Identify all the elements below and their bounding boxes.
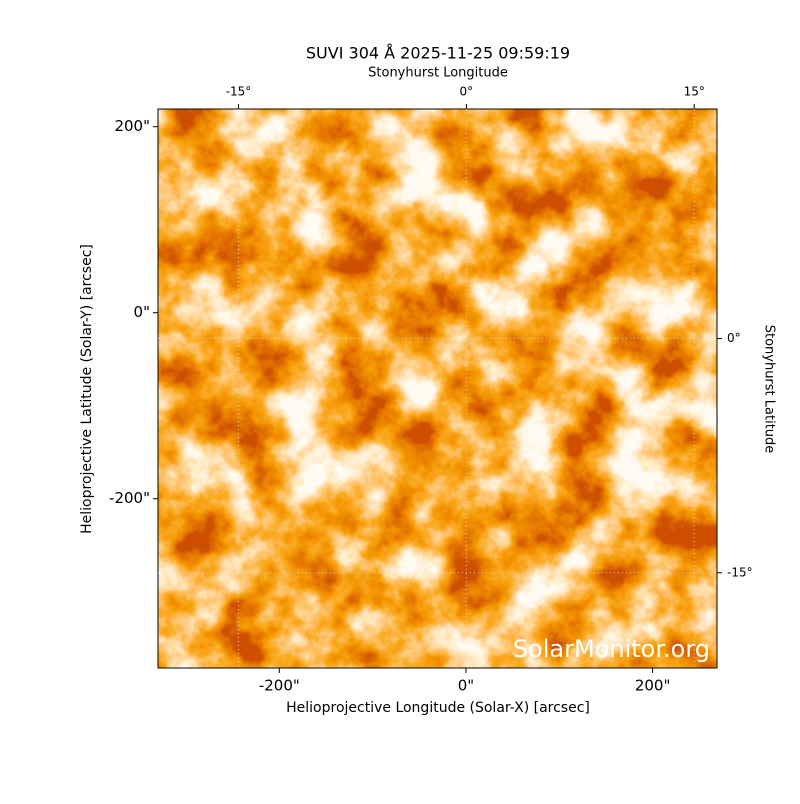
x2-tick-label: 15° (684, 85, 705, 99)
x-label: Helioprojective Longitude (Solar-X) [arc… (286, 700, 590, 716)
y-label: Helioprojective Latitude (Solar-Y) [arcs… (79, 244, 95, 534)
y-tick-label: 0" (134, 303, 150, 321)
watermark: SolarMonitor.org (513, 635, 710, 663)
y2-tick-label: -15° (727, 565, 753, 579)
x-tick-label: 0" (458, 677, 474, 695)
axes-frame (157, 108, 718, 669)
x2-label: Stonyhurst Longitude (368, 66, 508, 81)
x2-tick-label: -15° (226, 85, 252, 99)
x-tick-label: -200" (259, 677, 300, 695)
solar-image (158, 109, 717, 668)
y-tick-label: 200" (114, 117, 150, 135)
y-tick-label: -200" (109, 489, 150, 507)
chart-title: SUVI 304 Å 2025-11-25 09:59:19 (306, 44, 570, 63)
x-tick-label: 200" (635, 677, 671, 695)
y2-tick-label: 0° (727, 331, 741, 345)
x2-tick-label: 0° (460, 85, 474, 99)
y2-label: Stonyhurst Latitude (762, 325, 777, 454)
